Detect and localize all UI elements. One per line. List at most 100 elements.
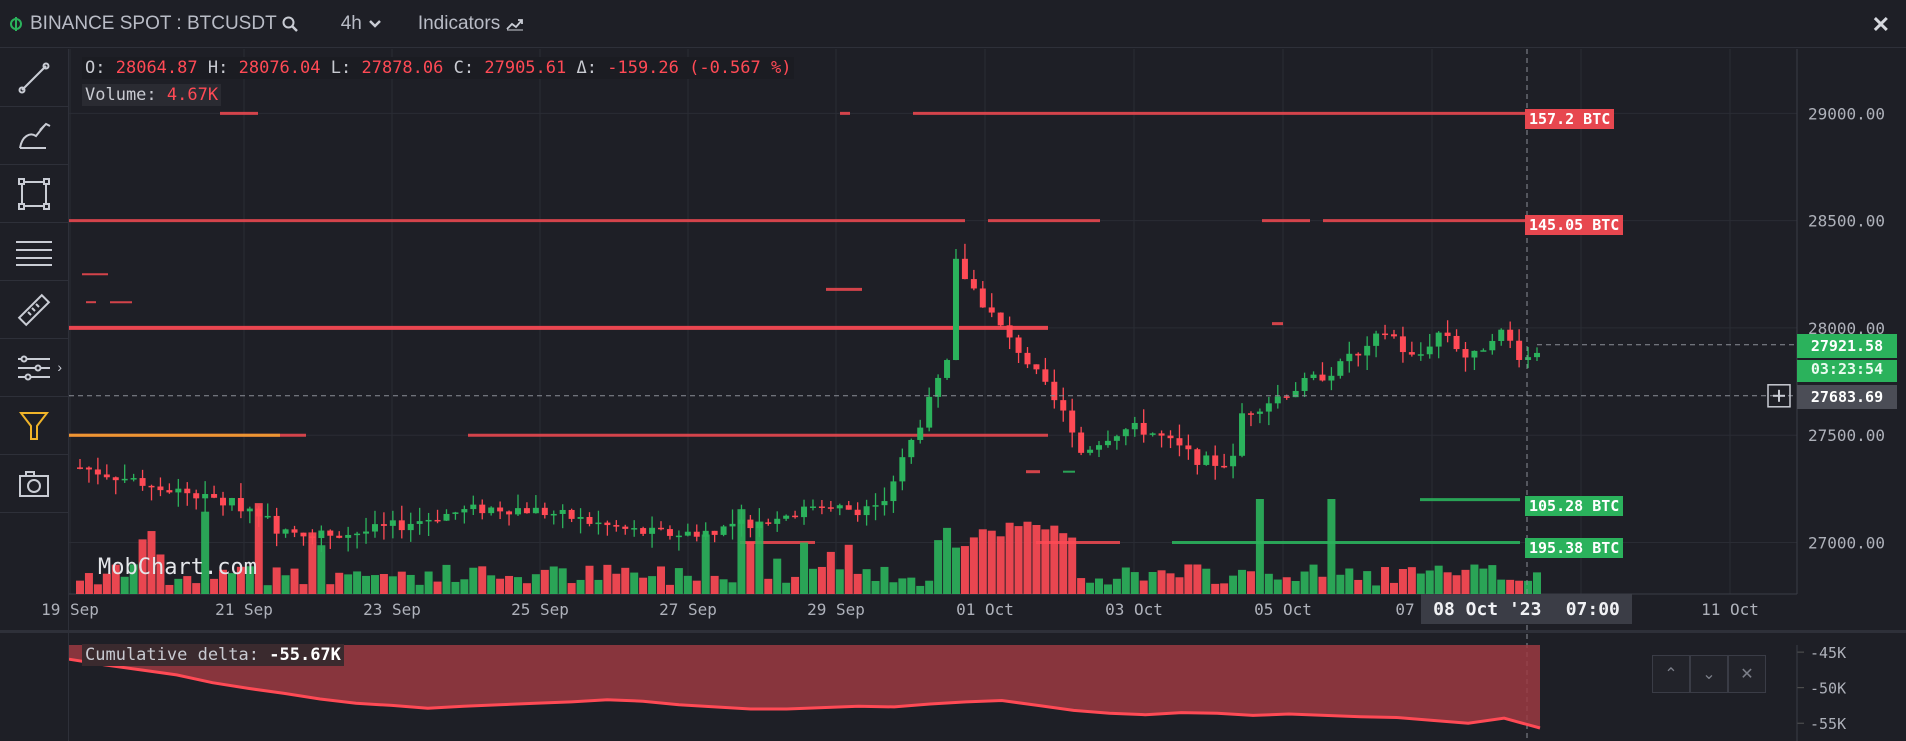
volume-bar [263, 585, 272, 594]
volume-bar [585, 565, 594, 594]
candle-body [300, 532, 307, 537]
volume-bar [1202, 568, 1211, 594]
exchange-icon [10, 16, 22, 31]
candle-body [1534, 352, 1540, 358]
delta-tick-label: -55K [1810, 715, 1846, 733]
candle-body [1471, 350, 1478, 358]
candle-body [1346, 353, 1353, 362]
time-tick-label: 01 Oct [956, 600, 1014, 619]
volume-bar [1389, 582, 1398, 594]
candle-body [1113, 436, 1120, 441]
candle-body [783, 515, 790, 519]
volume-bar [567, 583, 576, 594]
volume-bar [934, 540, 943, 594]
volume-bar [1300, 571, 1309, 594]
screenshot-tool[interactable] [0, 455, 68, 513]
volume-bar [1050, 525, 1059, 594]
volume-bar [1291, 580, 1300, 594]
candle-body [702, 530, 709, 537]
rectangle-tool[interactable] [0, 165, 68, 223]
price-tick-label: 29000.00 [1808, 104, 1885, 123]
expand-arrow-icon[interactable]: › [57, 359, 62, 375]
candle-body [506, 511, 513, 515]
candle-body [1310, 374, 1317, 378]
candle-body [94, 469, 101, 475]
horizontal-lines-tool[interactable] [0, 223, 68, 281]
candle-body [103, 474, 110, 478]
candle-body [926, 396, 933, 428]
filter-icon [18, 411, 50, 440]
volume-bar [1443, 572, 1452, 594]
candle-body [514, 508, 521, 515]
trend-line-tool[interactable] [0, 49, 68, 107]
volume-bar [639, 577, 648, 594]
volume-bar [1345, 568, 1354, 594]
candle-body [1042, 369, 1049, 382]
candle-body [273, 515, 280, 534]
candle-body [1408, 352, 1415, 355]
volume-bar [612, 573, 621, 594]
volume-bar [496, 578, 505, 594]
move-pane-up-button[interactable]: ⌃ [1652, 655, 1690, 693]
candle-body [282, 529, 289, 534]
volume-bar [817, 566, 826, 594]
close-pane-button[interactable]: ✕ [1728, 655, 1766, 693]
volume-bar [156, 554, 165, 594]
volume-bar [755, 521, 764, 594]
pane-controls: ⌃ ⌄ ✕ [1652, 655, 1766, 693]
volume-bar [460, 579, 469, 594]
volume-bar [1014, 526, 1023, 594]
ruler-tool[interactable] [0, 281, 68, 339]
volume-bar [192, 583, 201, 594]
brush-tool[interactable] [0, 107, 68, 165]
candle-body [443, 513, 450, 521]
settings-lines-tool[interactable]: › [0, 339, 68, 397]
volume-bar [1497, 579, 1506, 594]
volume-bar [1425, 570, 1434, 594]
volume-bar [1479, 568, 1488, 594]
candle-body [1337, 361, 1344, 376]
volume-bar [800, 542, 809, 594]
candle-body [398, 520, 405, 531]
volume-bar [916, 585, 925, 594]
volume-bar [299, 584, 308, 594]
candle-body [550, 513, 557, 516]
volume-bar [737, 509, 746, 594]
interval-selector[interactable]: 4h [341, 13, 382, 35]
candle-body [747, 519, 754, 529]
volume-bar [1023, 521, 1032, 594]
symbol-selector[interactable]: BINANCE SPOT : BTCUSDT [8, 13, 305, 35]
volume-bar [907, 577, 916, 594]
volume-bar [1488, 565, 1497, 594]
filter-tool[interactable] [0, 397, 68, 455]
level-label: 157.2 BTC [1525, 109, 1615, 129]
candle-body [1006, 325, 1013, 338]
volume-bar [1148, 571, 1157, 594]
close-button[interactable]: ✕ [1871, 12, 1890, 37]
candle-body [1373, 333, 1380, 346]
volume-bar [1229, 575, 1238, 594]
move-pane-down-button[interactable]: ⌄ [1690, 655, 1728, 693]
candle-body [139, 478, 146, 486]
candle-body [961, 258, 968, 280]
volume-bar [469, 567, 478, 594]
candle-body [1274, 396, 1281, 404]
volume-bar [844, 544, 853, 594]
indicators-label: Indicators [417, 12, 501, 34]
candle-body [1140, 422, 1147, 435]
candle-body [577, 516, 584, 519]
volume-bar [388, 576, 397, 594]
candle-body [944, 360, 951, 378]
open-value: 28064.87 [115, 58, 198, 78]
candle-body [77, 467, 83, 469]
candle-body [1435, 332, 1442, 347]
volume-bar [1157, 570, 1166, 594]
volume-bar [1238, 569, 1247, 594]
candle-body [801, 506, 808, 518]
search-icon[interactable] [281, 15, 299, 33]
candle-body [863, 506, 870, 516]
candle-body [488, 507, 495, 514]
cumulative-delta-label: Cumulative delta: [85, 645, 259, 665]
indicators-button[interactable]: Indicators [418, 13, 524, 35]
